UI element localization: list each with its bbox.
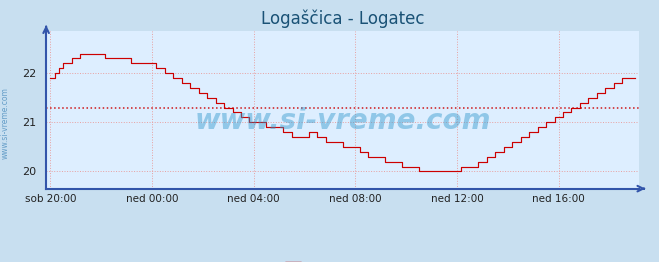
Text: www.si-vreme.com: www.si-vreme.com (194, 107, 491, 135)
Title: Logaščica - Logatec: Logaščica - Logatec (261, 10, 424, 29)
Legend: temperatura [C]: temperatura [C] (280, 257, 405, 262)
Text: www.si-vreme.com: www.si-vreme.com (1, 87, 10, 159)
